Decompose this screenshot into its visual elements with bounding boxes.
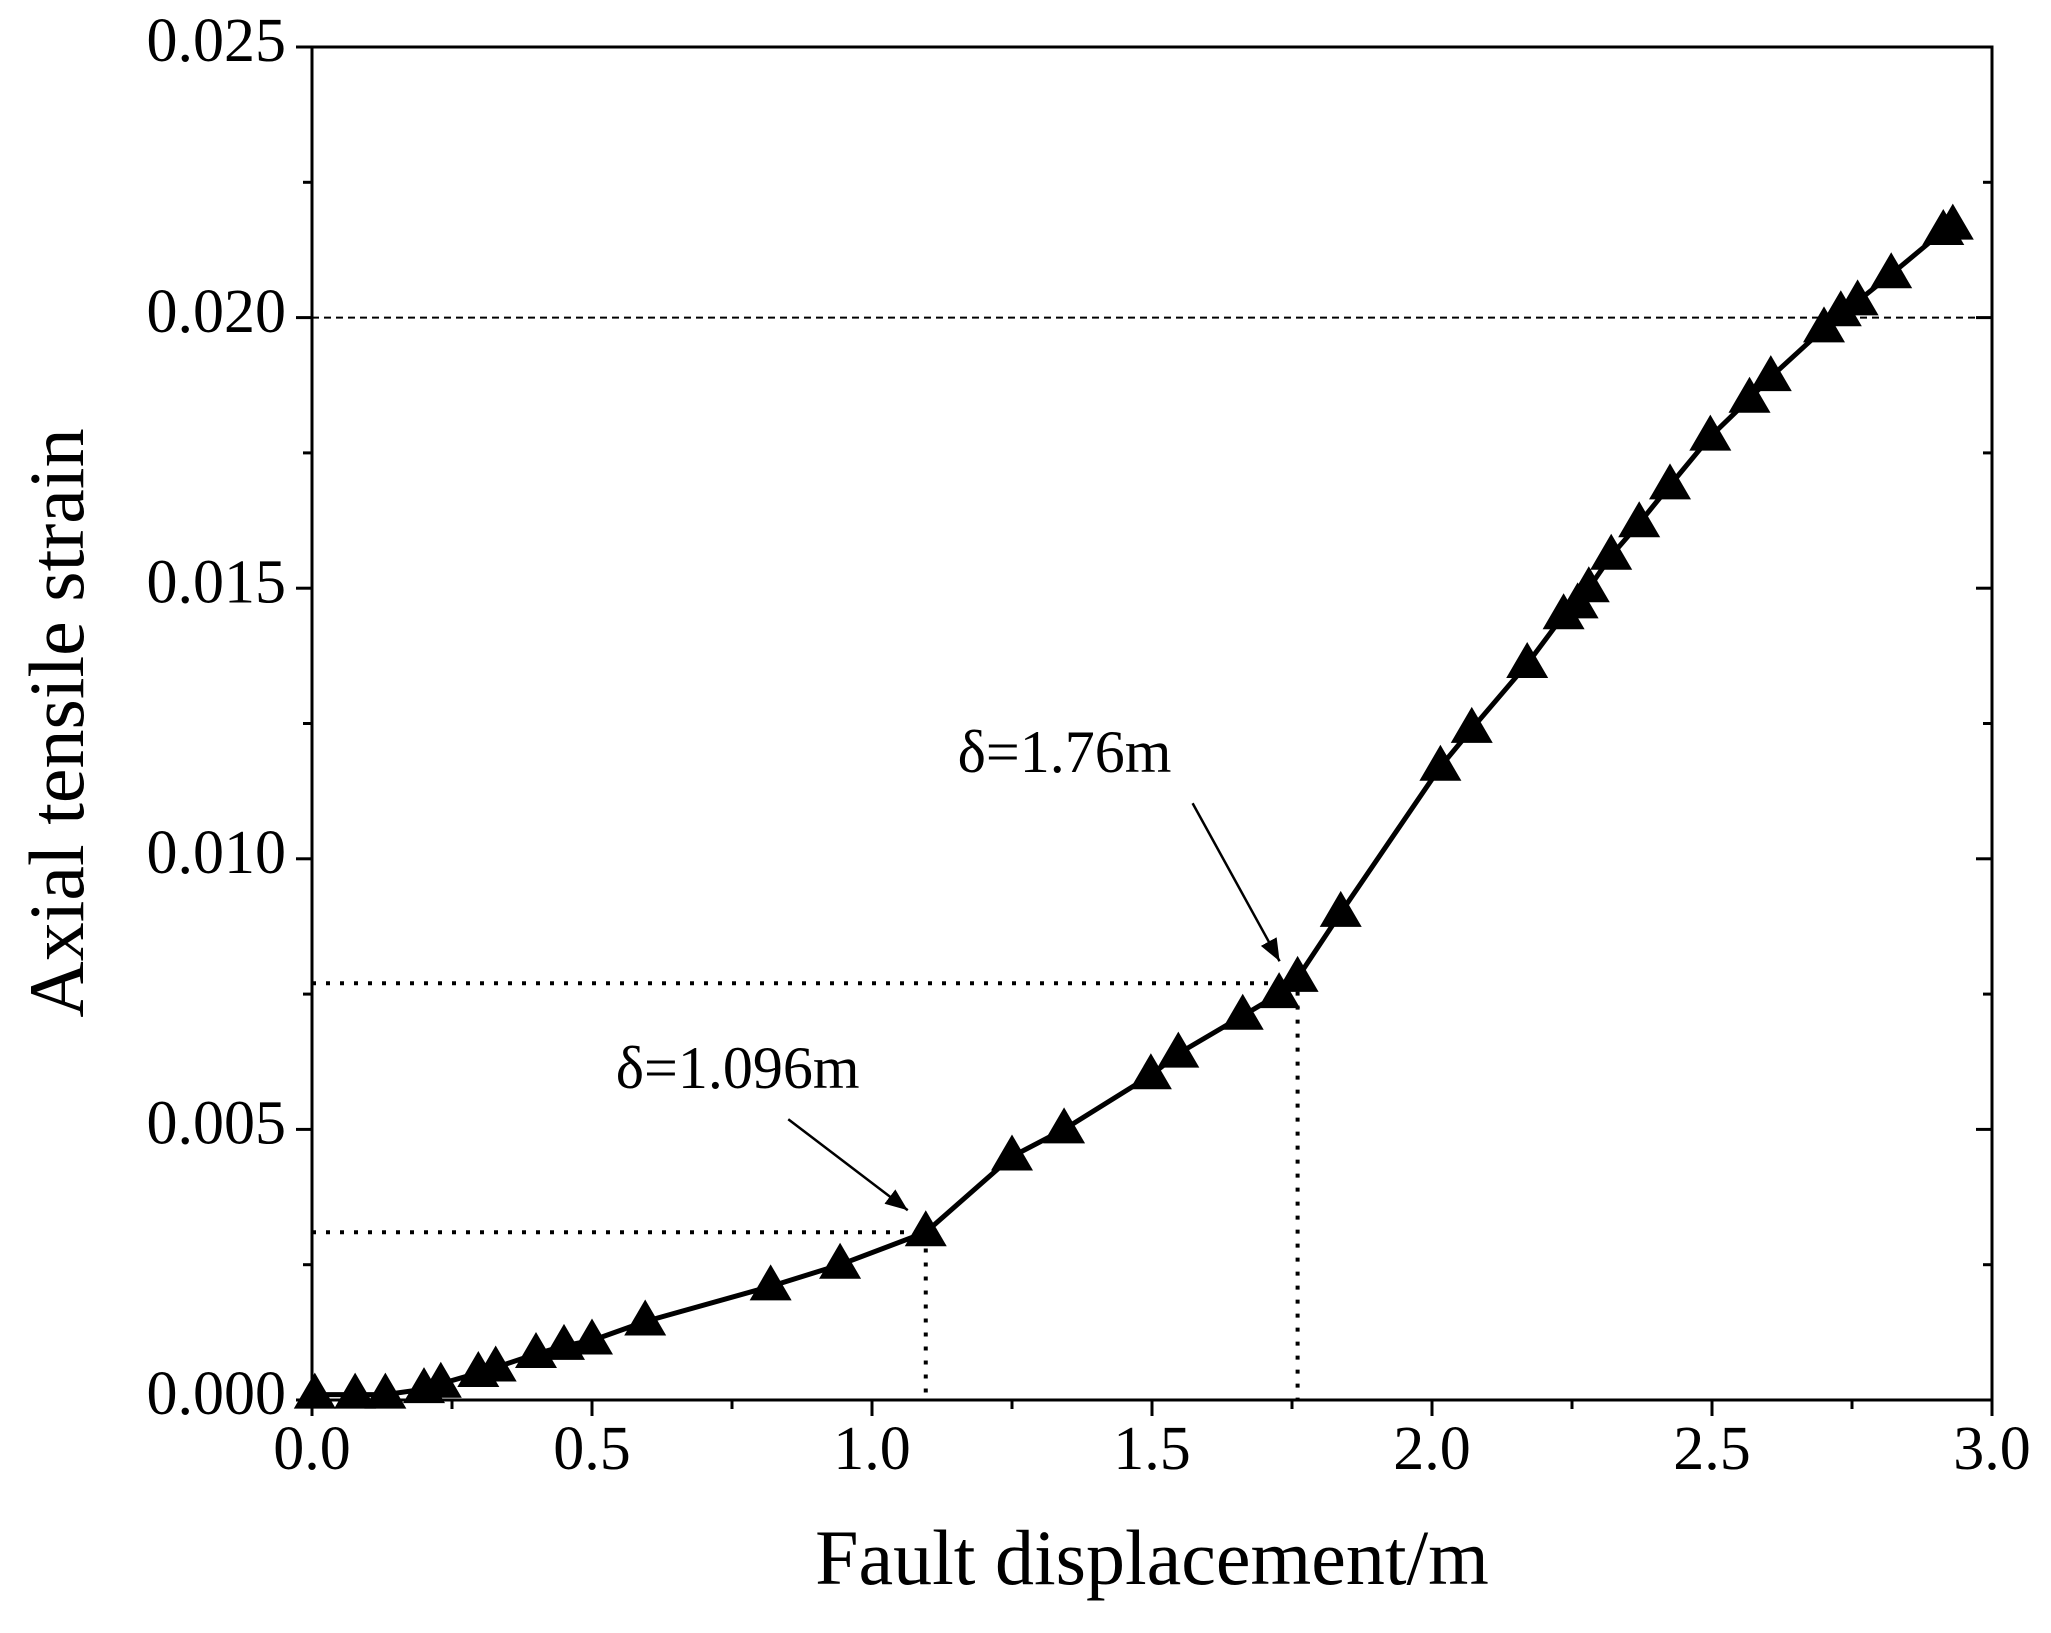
x-tick-label: 0.0: [273, 1415, 351, 1483]
x-axis-title: Fault displacement/m: [815, 1514, 1489, 1601]
marker: [1157, 1031, 1200, 1068]
marker: [1590, 533, 1633, 570]
marker: [419, 1361, 462, 1398]
marker: [1836, 279, 1879, 316]
x-tick-label: 2.0: [1393, 1415, 1471, 1483]
marker: [624, 1299, 667, 1336]
marker: [1319, 890, 1362, 927]
marker: [1649, 463, 1691, 500]
marker: [1618, 501, 1661, 538]
marker: [1689, 414, 1732, 451]
marker: [364, 1372, 407, 1409]
marker: [1221, 993, 1264, 1030]
marker: [293, 1372, 336, 1409]
marker: [1419, 744, 1462, 781]
x-tick-label: 1.5: [1113, 1415, 1191, 1483]
marker: [571, 1318, 613, 1355]
marker: [749, 1264, 792, 1301]
x-tick-label: 2.5: [1673, 1415, 1751, 1483]
marker: [819, 1242, 862, 1279]
marker: [991, 1134, 1033, 1171]
marker: [1870, 252, 1913, 289]
y-tick-label: 0.000: [147, 1360, 287, 1428]
marker: [1450, 706, 1493, 743]
y-tick-label: 0.010: [147, 819, 287, 887]
marker: [1567, 566, 1610, 603]
y-axis-title: Axial tensile strain: [13, 428, 100, 1017]
x-tick-label: 0.5: [553, 1415, 631, 1483]
x-tick-label: 3.0: [1953, 1415, 2031, 1483]
annotation-arrow: [787, 1118, 909, 1212]
marker: [1043, 1107, 1086, 1144]
marker: [474, 1345, 517, 1382]
marker: [1931, 203, 1974, 240]
annotation-text: δ=1.096m: [616, 1035, 860, 1101]
marker: [1276, 955, 1319, 992]
marker: [334, 1372, 377, 1409]
series-line: [314, 223, 1955, 1398]
marker: [1129, 1053, 1172, 1090]
marker: [1728, 376, 1771, 413]
y-tick-label: 0.025: [147, 7, 287, 75]
y-tick-label: 0.005: [147, 1090, 287, 1158]
y-tick-label: 0.020: [147, 278, 287, 346]
x-tick-label: 1.0: [833, 1415, 911, 1483]
marker: [1749, 355, 1792, 392]
annotation-arrow: [1191, 802, 1281, 962]
drop-line: [312, 981, 1300, 1400]
marker: [1506, 641, 1549, 678]
marker: [904, 1210, 947, 1247]
y-tick-label: 0.015: [147, 548, 287, 616]
annotation-text: δ=1.76m: [958, 719, 1172, 785]
